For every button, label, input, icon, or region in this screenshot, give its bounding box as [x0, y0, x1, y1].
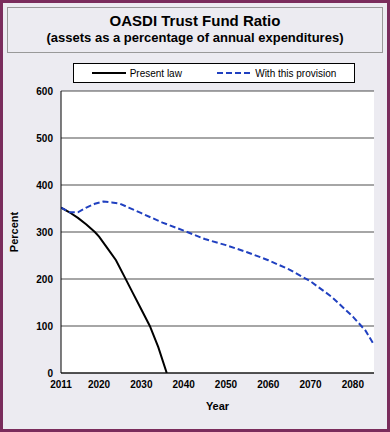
html-text:OASDI Trust Fund Ratio: OASDI Trust Fund Ratio: [109, 12, 281, 29]
svg-text:2040: 2040: [173, 379, 196, 390]
svg-text:2080: 2080: [342, 379, 365, 390]
svg-text:500: 500: [36, 133, 53, 144]
svg-text:Percent: Percent: [8, 211, 20, 252]
html-text:(assets as a percentage of ann: (assets as a percentage of annual expend…: [46, 30, 344, 45]
svg-text:200: 200: [36, 274, 53, 285]
svg-text:2050: 2050: [215, 379, 238, 390]
svg-text:300: 300: [36, 227, 53, 238]
svg-text:2030: 2030: [130, 379, 153, 390]
html-text:Present law: Present law: [129, 67, 182, 79]
svg-text:2060: 2060: [257, 379, 280, 390]
svg-text:100: 100: [36, 321, 53, 332]
svg-text:0: 0: [47, 368, 53, 379]
svg-text:Year: Year: [206, 400, 230, 412]
svg-text:2020: 2020: [88, 379, 111, 390]
svg-text:400: 400: [36, 180, 53, 191]
svg-text:2070: 2070: [299, 379, 322, 390]
html-text:With this provision: With this provision: [255, 67, 337, 79]
svg-text:2011: 2011: [50, 379, 72, 390]
svg-text:600: 600: [36, 86, 53, 97]
